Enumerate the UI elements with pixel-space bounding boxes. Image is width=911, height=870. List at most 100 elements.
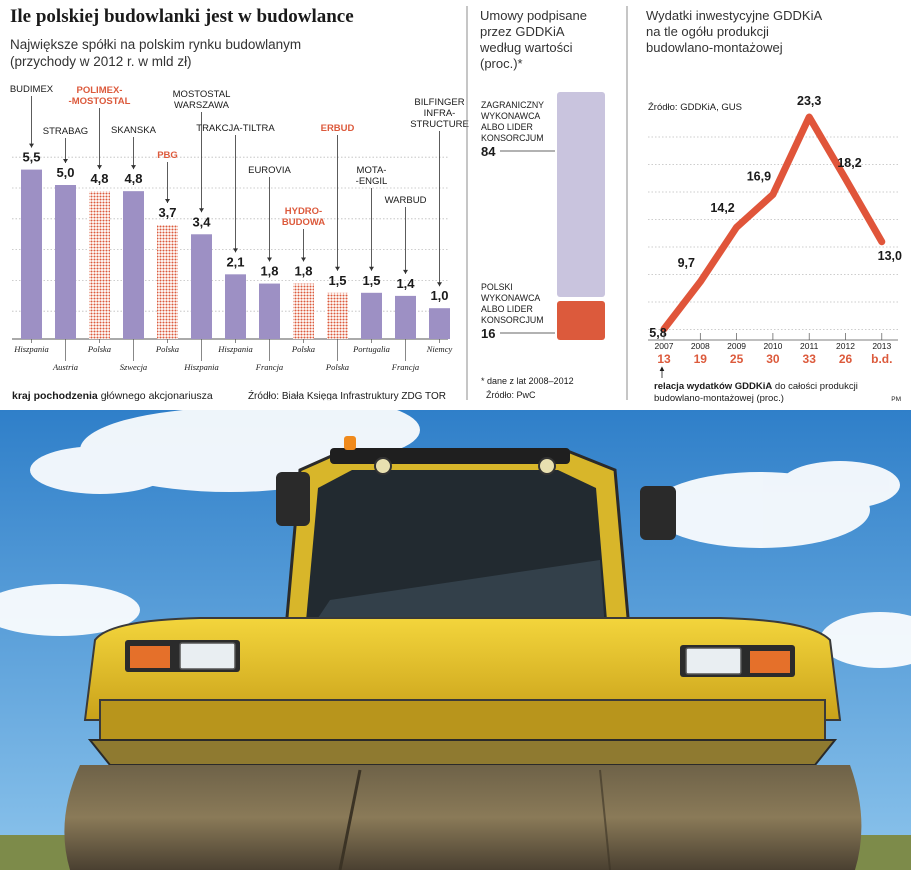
mid-stacked-bar: ZAGRANICZNY WYKONAWCA ALBO LIDER KONSORCJUM… xyxy=(481,92,605,341)
mid-footnote: * dane z lat 2008–2012 xyxy=(481,376,574,386)
country-label: Polska xyxy=(155,344,179,354)
segment-label-line: ALBO LIDER xyxy=(481,122,533,132)
bar-value-label: 1,8 xyxy=(294,264,312,279)
roller-body xyxy=(83,617,842,721)
company-label: MOSTOSTAL WARSZAWA xyxy=(173,89,231,111)
company-label: POLIMEX--MOSTOSTAL xyxy=(69,85,131,107)
bar-value-label: 1,8 xyxy=(260,264,278,279)
scraper-bar xyxy=(87,739,838,766)
company-label-line: EUROVIA xyxy=(248,165,291,176)
line-value-label: 5,8 xyxy=(649,326,666,340)
leader-arrow xyxy=(165,199,170,204)
year-label: 2013 xyxy=(872,341,891,351)
left-bar-chart: 5,5 BUDIMEX Hiszpania 5,0 STRABAG Austria 4,8 P… xyxy=(10,84,469,372)
share-pointer-arrow: ▲ xyxy=(658,364,666,373)
segment-label-foreign: ZAGRANICZNY WYKONAWCA ALBO LIDER KONSORCJUM xyxy=(481,100,544,143)
segment-label-line: KONSORCJUM xyxy=(481,133,544,143)
company-label: WARBUD xyxy=(385,195,427,206)
left-subtitle-line1: Największe spółki na polskim rynku budow… xyxy=(10,37,301,52)
company-label: HYDRO-BUDOWA xyxy=(282,206,325,228)
mirror-left xyxy=(276,472,310,526)
bar-value-label: 5,5 xyxy=(22,150,40,165)
segment-value-foreign: 84 xyxy=(481,144,496,159)
share-value: 30 xyxy=(766,352,780,366)
company-label: PBG xyxy=(157,150,178,161)
bar xyxy=(123,191,144,339)
leader-arrow xyxy=(63,159,68,163)
bar-value-label: 1,5 xyxy=(362,273,380,288)
right-title-line2: na tle ogółu produkcji xyxy=(646,24,769,39)
share-value: 25 xyxy=(730,352,744,366)
year-label: 2010 xyxy=(763,341,782,351)
work-light-left xyxy=(374,457,392,475)
company-label-line: PBG xyxy=(157,150,178,161)
line-value-label: 13,0 xyxy=(878,249,902,263)
year-label: 2008 xyxy=(691,341,710,351)
country-label: Szwecja xyxy=(120,362,147,372)
indicator-left xyxy=(130,646,170,668)
segment-label-line: WYKONAWCA xyxy=(481,293,540,303)
headlight-right xyxy=(685,647,742,675)
line-value-label: 9,7 xyxy=(678,256,695,270)
company-label: BUDIMEX xyxy=(10,84,54,95)
bar xyxy=(429,308,450,339)
beacon xyxy=(344,436,356,450)
bar-value-label: 1,0 xyxy=(430,288,448,303)
company-label-line: BILFINGER xyxy=(414,97,464,108)
company-label: EUROVIA xyxy=(248,165,291,176)
work-light-right xyxy=(538,457,556,475)
cab-roof xyxy=(330,448,570,464)
mid-title-line3: według wartości xyxy=(479,40,573,55)
country-legend: kraj pochodzenia głównego akcjonariusza xyxy=(12,390,213,402)
main-title: Ile polskiej budowlanki jest w budowlanc… xyxy=(10,6,354,27)
right-title-line1: Wydatki inwestycyjne GDDKiA xyxy=(646,8,822,23)
country-label: Niemcy xyxy=(426,344,453,354)
year-label: 2007 xyxy=(655,341,674,351)
bar xyxy=(225,274,246,339)
company-label-line: POLIMEX- xyxy=(77,85,123,96)
company-label-line: MOSTOSTAL xyxy=(173,89,231,100)
year-label: 2012 xyxy=(836,341,855,351)
bar-value-label: 5,0 xyxy=(56,165,74,180)
right-title-line3: budowlano-montażowej xyxy=(646,40,783,55)
country-label: Polska xyxy=(291,344,315,354)
left-subtitle-line2: (przychody w 2012 r. w mld zł) xyxy=(10,54,192,69)
country-label: Francja xyxy=(391,362,419,372)
year-label: 2011 xyxy=(800,341,819,351)
leader-arrow xyxy=(29,143,34,148)
country-label: Portugalia xyxy=(352,344,390,354)
company-label-line: MOTA- xyxy=(357,165,387,176)
bar xyxy=(21,169,42,339)
company-label: STRABAG xyxy=(43,126,88,137)
company-label-line: SKANSKA xyxy=(111,125,157,136)
bar-value-label: 2,1 xyxy=(226,254,244,269)
share-note-bold: relacja wydatków GDDKiA xyxy=(654,381,772,392)
bar-value-label: 4,8 xyxy=(124,171,142,186)
company-label-line: -ENGIL xyxy=(356,176,388,187)
share-note-line1: relacja wydatków GDDKiA do całości produ… xyxy=(654,381,858,392)
share-value: 19 xyxy=(694,352,708,366)
mirror-right xyxy=(640,486,676,540)
bar xyxy=(395,295,416,339)
leader-arrow xyxy=(131,165,136,170)
mid-title-line1: Umowy podpisane xyxy=(480,8,587,23)
credit: PM xyxy=(891,396,901,403)
leader-arrow xyxy=(267,257,272,262)
company-label: ERBUD xyxy=(321,123,355,134)
share-value: 26 xyxy=(839,352,853,366)
contracts-panel: Umowy podpisane przez GDDKiA według wart… xyxy=(479,8,605,400)
leader-arrow xyxy=(301,257,306,262)
share-note-line2: budowlano-montażowej (proc.) xyxy=(654,393,784,404)
company-label-line: WARSZAWA xyxy=(174,100,230,111)
segment-label-line: KONSORCJUM xyxy=(481,315,544,325)
bar xyxy=(327,292,348,339)
investment-panel: Wydatki inwestycyjne GDDKiA na tle ogółu… xyxy=(646,8,902,404)
company-label-line: -MOSTOSTAL xyxy=(69,96,131,107)
country-label: Francja xyxy=(255,362,283,372)
bar xyxy=(191,234,212,339)
indicator-right xyxy=(750,651,790,673)
mid-title-line4: (proc.)* xyxy=(480,56,523,71)
investment-line xyxy=(660,113,886,333)
